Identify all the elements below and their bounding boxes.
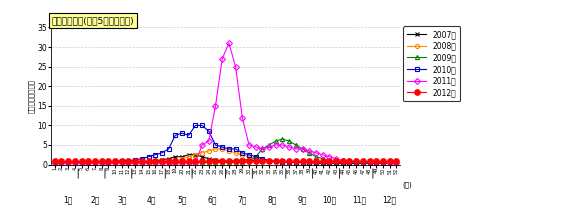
2010年 [266, 159, 272, 162]
2008年 [212, 148, 219, 150]
2008年 [373, 161, 380, 164]
Text: 1月: 1月 [63, 195, 73, 204]
2009年 [272, 140, 279, 142]
2011年 [226, 42, 232, 44]
2011年 [373, 161, 380, 164]
2012年 [366, 159, 373, 162]
Text: 2月: 2月 [90, 195, 99, 204]
2009年 [373, 161, 380, 164]
2012年 [212, 159, 219, 162]
2008年 [172, 160, 179, 163]
2012年 [172, 159, 179, 162]
2010年 [312, 162, 319, 165]
Text: 4月: 4月 [147, 195, 156, 204]
2009年 [279, 138, 286, 140]
2011年 [266, 146, 272, 148]
2008年 [51, 161, 58, 164]
Line: 2008年: 2008年 [53, 147, 399, 165]
2009年 [393, 161, 400, 164]
2010年 [78, 161, 85, 164]
2008年 [393, 161, 400, 164]
2007年 [185, 154, 192, 156]
2010年 [172, 134, 179, 137]
2009年 [78, 161, 85, 164]
2010年 [192, 124, 199, 127]
2012年 [393, 159, 400, 162]
Text: 5月: 5月 [177, 195, 187, 204]
2008年 [78, 161, 85, 164]
2010年 [239, 151, 246, 154]
2007年 [51, 161, 58, 164]
2008年 [279, 160, 286, 163]
Line: 2010年: 2010年 [53, 123, 399, 165]
2011年 [393, 161, 400, 164]
2007年 [373, 161, 380, 164]
2007年 [219, 159, 226, 162]
2011年 [172, 161, 179, 164]
Text: 12月: 12月 [383, 195, 397, 204]
2007年 [279, 161, 286, 163]
2009年 [212, 161, 219, 164]
2008年 [266, 159, 272, 162]
2012年 [272, 159, 279, 162]
2010年 [279, 161, 286, 163]
2011年 [51, 161, 58, 164]
2010年 [219, 146, 226, 148]
2007年 [78, 161, 85, 164]
Text: 10月: 10月 [322, 195, 336, 204]
Text: 11月: 11月 [352, 195, 367, 204]
2012年 [259, 159, 266, 162]
2009年 [259, 148, 266, 150]
Text: (週): (週) [403, 181, 412, 188]
2007年 [266, 160, 272, 163]
2012年 [51, 159, 58, 162]
Line: 2007年: 2007年 [53, 153, 399, 165]
2007年 [393, 161, 400, 164]
2011年 [78, 161, 85, 164]
2011年 [212, 104, 219, 107]
2010年 [393, 162, 400, 165]
Legend: 2007年, 2008年, 2009年, 2010年, 2011年, 2012年: 2007年, 2008年, 2009年, 2010年, 2011年, 2012年 [403, 26, 460, 101]
2007年 [172, 156, 179, 158]
2010年 [51, 161, 58, 164]
Text: 8月: 8月 [268, 195, 277, 204]
2008年 [219, 148, 226, 150]
Text: 3月: 3月 [117, 195, 126, 204]
Y-axis label: 定点当たり報告数: 定点当たり報告数 [28, 79, 35, 113]
Text: 6月: 6月 [207, 195, 217, 204]
Text: 週別発生動向(過去5年との比較): 週別発生動向(過去5年との比較) [51, 16, 134, 25]
2009年 [51, 161, 58, 164]
Text: 7月: 7月 [238, 195, 247, 204]
Text: 9月: 9月 [298, 195, 307, 204]
Line: 2009年: 2009年 [53, 137, 399, 165]
2011年 [279, 144, 286, 146]
2012年 [78, 159, 85, 162]
Line: 2012年: 2012年 [52, 158, 399, 164]
Line: 2011年: 2011年 [53, 41, 399, 165]
2009年 [172, 161, 179, 164]
